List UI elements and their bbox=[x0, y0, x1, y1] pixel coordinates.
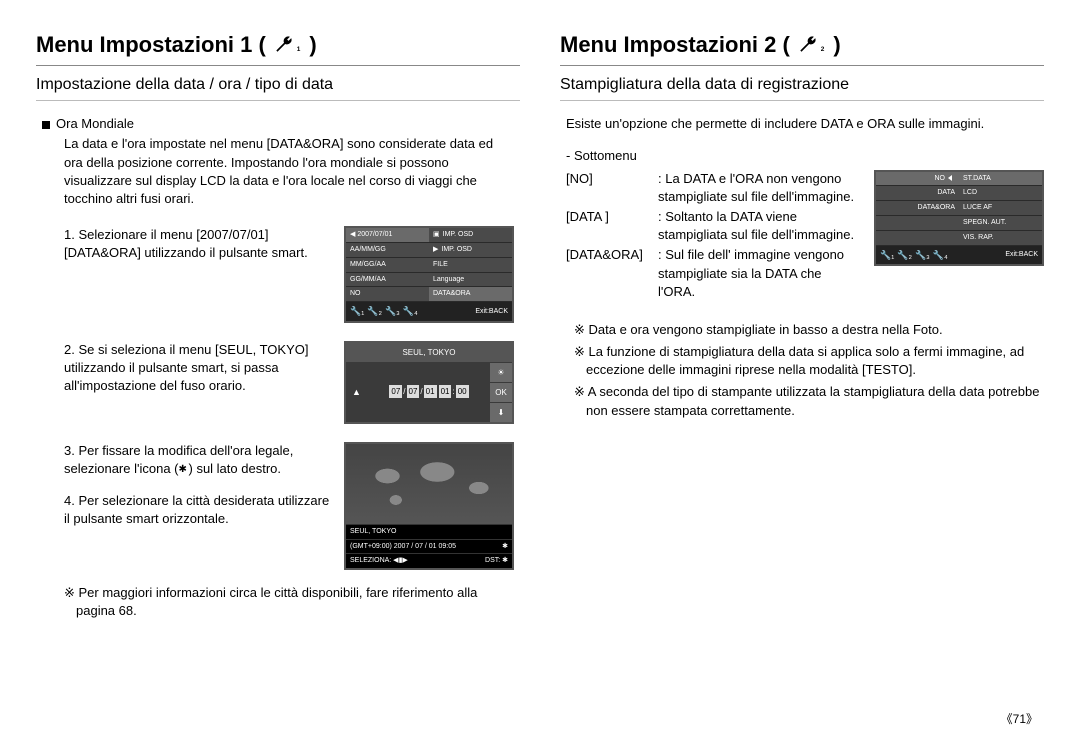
lcd2-city: SEUL, TOKYO bbox=[346, 343, 512, 362]
right-column: Menu Impostazioni 2 ( 2 ) Stampigliatura… bbox=[560, 30, 1044, 621]
left-column: Menu Impostazioni 1 ( 1 ) Impostazione d… bbox=[36, 30, 520, 621]
square-bullet-icon bbox=[42, 121, 50, 129]
subm-k1: [DATA ] bbox=[566, 208, 658, 244]
sun-icon bbox=[179, 465, 189, 475]
lcd1-l0: ◀ 2007/07/01 bbox=[346, 228, 429, 243]
step-1: 1. Selezionare il menu [2007/07/01] [DAT… bbox=[42, 226, 514, 323]
lcd4-l1: DATA bbox=[876, 186, 959, 201]
right-title-row: Menu Impostazioni 2 ( 2 ) bbox=[560, 30, 1044, 66]
lcd1-r4: DATA&ORA bbox=[429, 287, 512, 302]
subm-k0: [NO] bbox=[566, 170, 658, 206]
ora-heading-text: Ora Mondiale bbox=[56, 116, 134, 131]
submenu-table: [NO]: La DATA e l'ORA non vengono stampi… bbox=[566, 170, 858, 303]
left-title-close: ) bbox=[309, 30, 316, 61]
ora-block: Ora Mondiale La data e l'ora impostate n… bbox=[36, 115, 520, 620]
right-intro: Esiste un'opzione che permette di includ… bbox=[566, 115, 1044, 133]
lcd4-r3: SPEGN. AUT. bbox=[959, 216, 1042, 231]
subm-v1: : Soltanto la DATA viene stampigliata su… bbox=[658, 208, 858, 244]
ora-body: La data e l'ora impostate nel menu [DATA… bbox=[64, 135, 514, 208]
lcd4-r2: LUCE AF bbox=[959, 201, 1042, 216]
lcd3-city: SEUL, TOKYO bbox=[350, 527, 396, 537]
lcd4-r1: LCD bbox=[959, 186, 1042, 201]
step-3-4: 3. Per fissare la modifica dell'ora lega… bbox=[42, 442, 514, 570]
ora-heading: Ora Mondiale bbox=[42, 115, 514, 133]
lcd3-select: SELEZIONA: ◀▮▶ bbox=[350, 556, 408, 566]
world-map-icon bbox=[346, 444, 512, 524]
subm-k2: [DATA&ORA] bbox=[566, 246, 658, 301]
subm-v2: : Sul file dell' immagine vengono stampi… bbox=[658, 246, 858, 301]
mini-wrench-icons: 🔧₁🔧₂🔧₃🔧₄ bbox=[350, 305, 418, 318]
submenu-label: - Sottomenu bbox=[566, 147, 1044, 165]
lcd-screen-1: ◀ 2007/07/01 ▣IMP. OSD AA/MM/GG ▶IMP. OS… bbox=[344, 226, 514, 323]
left-footnote: ※ Per maggiori informazioni circa le cit… bbox=[64, 584, 514, 620]
lcd4-l4 bbox=[876, 231, 959, 246]
step-1-text: 1. Selezionare il menu [2007/07/01] [DAT… bbox=[64, 226, 330, 262]
step-2-text: 2. Se si seleziona il menu [SEUL, TOKYO]… bbox=[64, 341, 330, 396]
lcd-screen-2: SEUL, TOKYO ▲ 07/ 07/ 01 01: 00 ☀ OK bbox=[344, 341, 514, 424]
lcd-screen-4: NO ST.DATA DATA LCD DATA&ORA LUCE AF SPE… bbox=[874, 170, 1044, 267]
note-0: ※ Data e ora vengono stampigliate in bas… bbox=[566, 321, 1044, 339]
lcd2-sun-icon: ☀ bbox=[490, 362, 512, 382]
lcd1-r1: ▶IMP. OSD bbox=[429, 243, 512, 258]
lcd1-l4: NO bbox=[346, 287, 429, 302]
left-triangle-icon bbox=[948, 175, 952, 181]
lcd4-exit: Exit:BACK bbox=[1005, 250, 1038, 260]
lcd3-gmt: (GMT+09:00) 2007 / 07 / 01 09:05 bbox=[350, 542, 456, 552]
subm-v0: : La DATA e l'ORA non vengono stampiglia… bbox=[658, 170, 858, 206]
wrench-sub-1: 1 bbox=[297, 45, 301, 54]
wrench-icon bbox=[272, 34, 294, 56]
lcd4-l0: NO bbox=[876, 172, 959, 187]
left-subtitle: Impostazione della data / ora / tipo di … bbox=[36, 74, 520, 101]
lcd3-dst: DST: ✱ bbox=[485, 556, 508, 566]
lcd1-r3: Language bbox=[429, 273, 512, 288]
page-number: 《71》 bbox=[1001, 711, 1038, 728]
wrench-sub-2: 2 bbox=[821, 45, 825, 54]
lcd1-l1: AA/MM/GG bbox=[346, 243, 429, 258]
lcd1-l2: MM/GG/AA bbox=[346, 258, 429, 273]
lcd1-exit: Exit:BACK bbox=[475, 307, 508, 317]
left-title-row: Menu Impostazioni 1 ( 1 ) bbox=[36, 30, 520, 66]
step-3-text: 3. Per fissare la modifica dell'ora lega… bbox=[64, 442, 330, 478]
lcd2-ok: OK bbox=[490, 382, 512, 402]
left-title: Menu Impostazioni 1 ( bbox=[36, 30, 266, 61]
lcd4-l2: DATA&ORA bbox=[876, 201, 959, 216]
step-4-text: 4. Per selezionare la città desiderata u… bbox=[64, 492, 330, 528]
right-subtitle: Stampigliatura della data di registrazio… bbox=[560, 74, 1044, 101]
lcd2-date-cells: 07/ 07/ 01 01: 00 bbox=[389, 385, 468, 398]
note-2: ※ A seconda del tipo di stampante utiliz… bbox=[566, 383, 1044, 419]
note-1: ※ La funzione di stampigliatura della da… bbox=[566, 343, 1044, 379]
lcd1-l3: GG/MM/AA bbox=[346, 273, 429, 288]
lcd2-down-icon: ⬇ bbox=[490, 402, 512, 422]
lcd-screen-3: SEUL, TOKYO (GMT+09:00) 2007 / 07 / 01 0… bbox=[344, 442, 514, 570]
right-title: Menu Impostazioni 2 ( bbox=[560, 30, 790, 61]
lcd4-l3 bbox=[876, 216, 959, 231]
lcd1-r0: ▣IMP. OSD bbox=[429, 228, 512, 243]
submenu-block: - Sottomenu [NO]: La DATA e l'ORA non ve… bbox=[566, 147, 1044, 303]
right-title-close: ) bbox=[833, 30, 840, 61]
lcd3-sun-icon: ✱ bbox=[502, 542, 508, 552]
lcd4-r0: ST.DATA bbox=[959, 172, 1042, 187]
wrench-icon bbox=[796, 34, 818, 56]
mini-wrench-icons: 🔧₁🔧₂🔧₃🔧₄ bbox=[880, 249, 948, 262]
right-notes: ※ Data e ora vengono stampigliate in bas… bbox=[566, 321, 1044, 420]
lcd1-r2: FILE bbox=[429, 258, 512, 273]
step-2: 2. Se si seleziona il menu [SEUL, TOKYO]… bbox=[42, 341, 514, 424]
lcd4-r4: VIS. RAP. bbox=[959, 231, 1042, 246]
